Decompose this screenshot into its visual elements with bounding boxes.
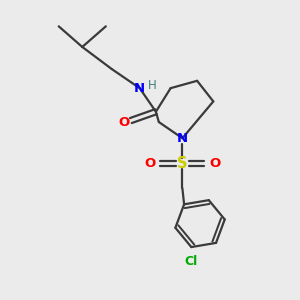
Text: H: H xyxy=(148,79,156,92)
Text: O: O xyxy=(209,157,220,170)
Text: O: O xyxy=(119,116,130,128)
Text: N: N xyxy=(134,82,145,95)
Text: N: N xyxy=(177,132,188,145)
Text: S: S xyxy=(177,156,188,171)
Text: Cl: Cl xyxy=(185,255,198,268)
Text: O: O xyxy=(144,157,156,170)
